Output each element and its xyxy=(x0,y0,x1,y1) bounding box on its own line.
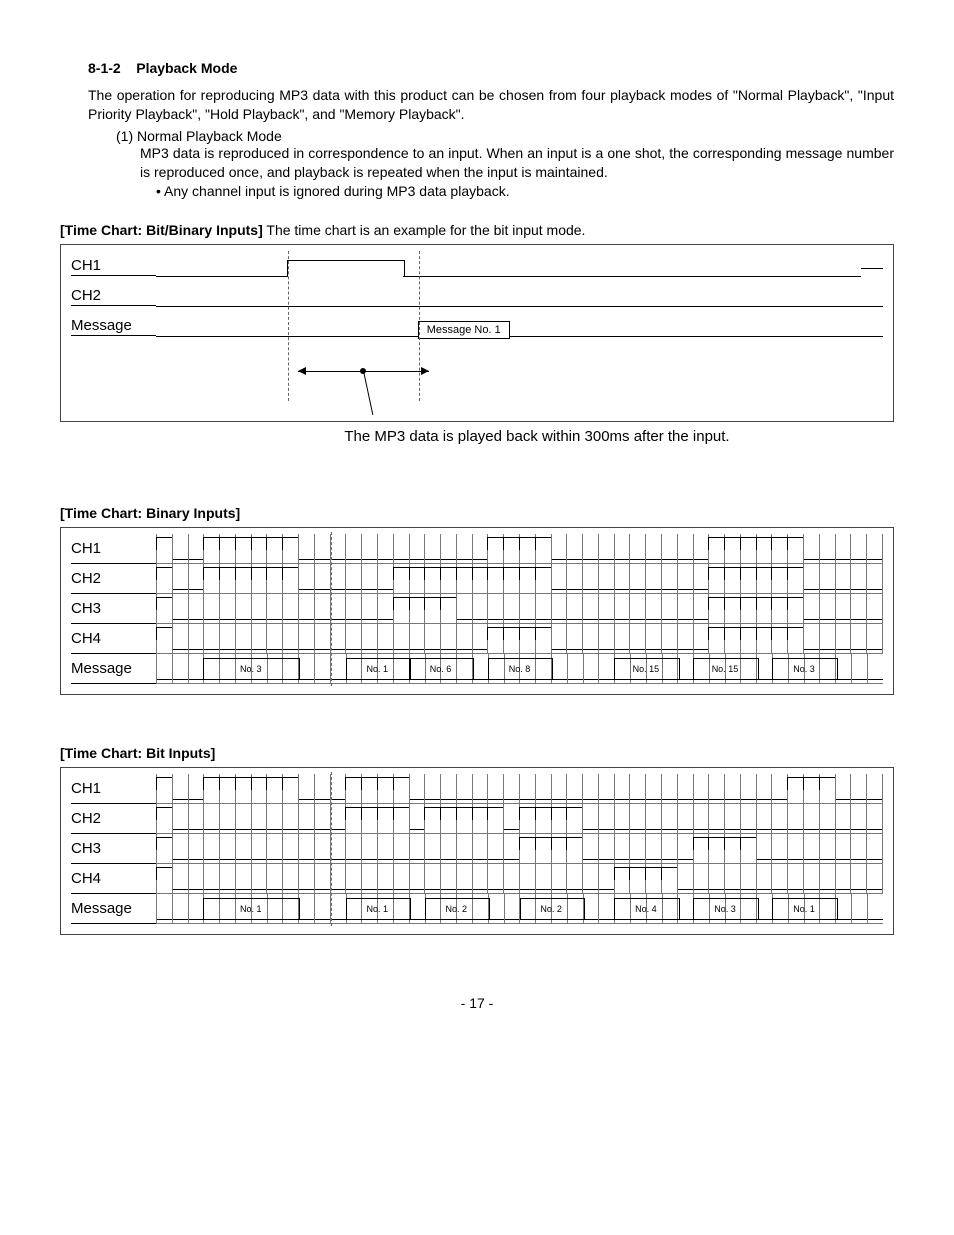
chart1-row-track xyxy=(156,251,883,281)
timing-row-label: CH2 xyxy=(71,564,156,594)
page-number: - 17 - xyxy=(60,995,894,1011)
timing-row-label: CH1 xyxy=(71,774,156,804)
message-label: No. 3 xyxy=(714,904,736,914)
timing-row: CH2 xyxy=(71,804,883,834)
timing-row-track xyxy=(156,534,883,564)
chart1-row: CH2 xyxy=(71,281,883,311)
timing-row: CH4 xyxy=(71,624,883,654)
chart1-row: CH1 xyxy=(71,251,883,281)
timing-row-label: Message xyxy=(71,654,156,684)
timing-row: CH4 xyxy=(71,864,883,894)
chart3-box: CH1CH2CH3CH4MessageNo. 1No. 1No. 2No. 2N… xyxy=(60,767,894,935)
chart1-row-label: CH2 xyxy=(71,287,156,306)
message-label: No. 2 xyxy=(446,904,468,914)
chart2-box: CH1CH2CH3CH4MessageNo. 3No. 1No. 6No. 8N… xyxy=(60,527,894,695)
chart1-caption: The MP3 data is played back within 300ms… xyxy=(180,428,894,445)
chart1-row: Message Message No. 1 xyxy=(71,311,883,341)
section-number: 8-1-2 xyxy=(88,60,121,76)
timing-row-track xyxy=(156,564,883,594)
timing-row-label: Message xyxy=(71,894,156,924)
section-title: Playback Mode xyxy=(136,60,237,76)
message-label: No. 3 xyxy=(240,664,262,674)
timing-row-track xyxy=(156,594,883,624)
timing-row: CH3 xyxy=(71,594,883,624)
message-label: No. 3 xyxy=(793,664,815,674)
chart3-title: [Time Chart: Bit Inputs] xyxy=(60,745,894,761)
message-label: No. 6 xyxy=(430,664,452,674)
message-label: No. 4 xyxy=(635,904,657,914)
timing-row: MessageNo. 3No. 1No. 6No. 8No. 15No. 15N… xyxy=(71,654,883,684)
timing-row-track xyxy=(156,774,883,804)
timing-row: CH1 xyxy=(71,774,883,804)
timing-row-track xyxy=(156,624,883,654)
message-label: No. 1 xyxy=(240,904,262,914)
timing-row-track: No. 1 No. 1 No. 2 No. 2 No. 4 No. 3 No. 1 xyxy=(156,894,883,924)
timing-row-track xyxy=(156,804,883,834)
message-label: No. 8 xyxy=(509,664,531,674)
chart1-row-label: Message xyxy=(71,317,156,336)
timing-row-label: CH3 xyxy=(71,834,156,864)
timing-row-label: CH4 xyxy=(71,864,156,894)
message-label: No. 2 xyxy=(540,904,562,914)
message-label: No. 15 xyxy=(712,664,739,674)
timing-row-label: CH1 xyxy=(71,534,156,564)
sub1-body: MP3 data is reproduced in correspondence… xyxy=(140,144,894,182)
timing-row-track xyxy=(156,864,883,894)
chart1-delay-indicator xyxy=(156,341,883,411)
message-label: No. 15 xyxy=(633,664,660,674)
timing-row: CH2 xyxy=(71,564,883,594)
timing-row-label: CH2 xyxy=(71,804,156,834)
chart1-row-label: CH1 xyxy=(71,257,156,276)
timing-row-track: No. 3 No. 1 No. 6 No. 8 No. 15 No. 15 No. 3 xyxy=(156,654,883,684)
chart1-box: CH1 CH2 Message Message No. 1 xyxy=(60,244,894,422)
timing-row: CH3 xyxy=(71,834,883,864)
intro-paragraph: The operation for reproducing MP3 data w… xyxy=(88,86,894,124)
chart1-message-box: Message No. 1 xyxy=(418,321,510,339)
timing-row: MessageNo. 1No. 1No. 2No. 2No. 4No. 3No.… xyxy=(71,894,883,924)
timing-row-track xyxy=(156,834,883,864)
message-label: No. 1 xyxy=(366,664,388,674)
timing-row-label: CH4 xyxy=(71,624,156,654)
message-label: No. 1 xyxy=(366,904,388,914)
chart2-title: [Time Chart: Binary Inputs] xyxy=(60,505,894,521)
timing-row-label: CH3 xyxy=(71,594,156,624)
chart1-title: [Time Chart: Bit/Binary Inputs] The time… xyxy=(60,222,894,238)
section-heading: 8-1-2 Playback Mode xyxy=(88,60,894,76)
chart1-row-track xyxy=(156,281,883,311)
sub1-heading: (1) Normal Playback Mode xyxy=(116,128,894,144)
chart1-row-track: Message No. 1 xyxy=(156,311,883,341)
sub1-bullet: Any channel input is ignored during MP3 … xyxy=(156,182,894,201)
timing-row: CH1 xyxy=(71,534,883,564)
message-label: No. 1 xyxy=(793,904,815,914)
